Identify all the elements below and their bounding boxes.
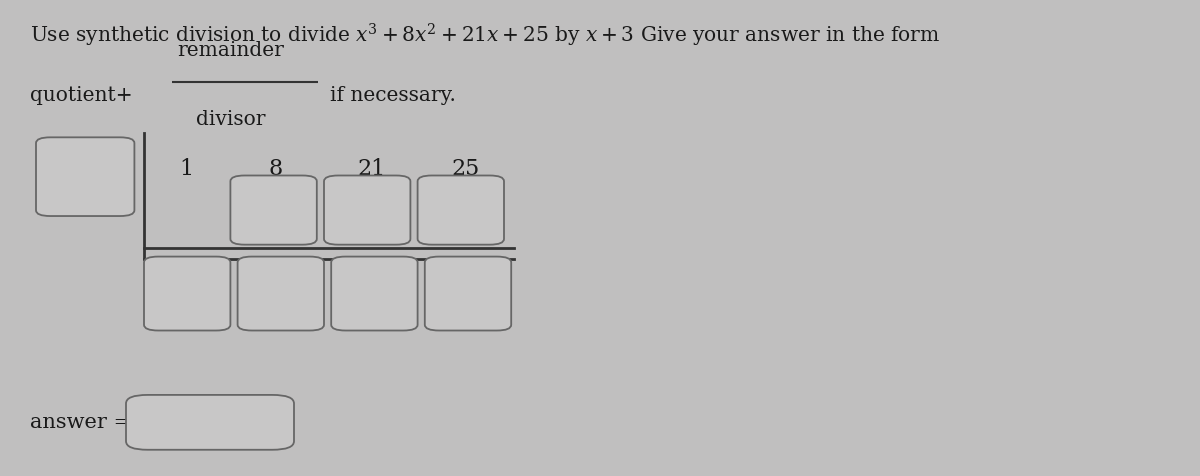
Text: 8: 8 xyxy=(269,158,283,180)
FancyBboxPatch shape xyxy=(144,257,230,331)
FancyBboxPatch shape xyxy=(36,138,134,217)
FancyBboxPatch shape xyxy=(425,257,511,331)
Text: divisor: divisor xyxy=(196,109,265,129)
Text: quotient+: quotient+ xyxy=(30,86,133,105)
Text: if necessary.: if necessary. xyxy=(330,86,456,105)
Text: 25: 25 xyxy=(451,158,480,180)
Text: answer =: answer = xyxy=(30,412,131,431)
FancyBboxPatch shape xyxy=(230,176,317,245)
Text: 21: 21 xyxy=(358,158,386,180)
FancyBboxPatch shape xyxy=(126,395,294,450)
FancyBboxPatch shape xyxy=(324,176,410,245)
FancyBboxPatch shape xyxy=(418,176,504,245)
Text: 1: 1 xyxy=(179,158,193,180)
Text: remainder: remainder xyxy=(178,40,284,60)
Text: Use synthetic division to divide $x^3 + 8x^2 + 21x + 25$ by $x + 3$ Give your an: Use synthetic division to divide $x^3 + … xyxy=(30,21,941,49)
FancyBboxPatch shape xyxy=(331,257,418,331)
FancyBboxPatch shape xyxy=(238,257,324,331)
